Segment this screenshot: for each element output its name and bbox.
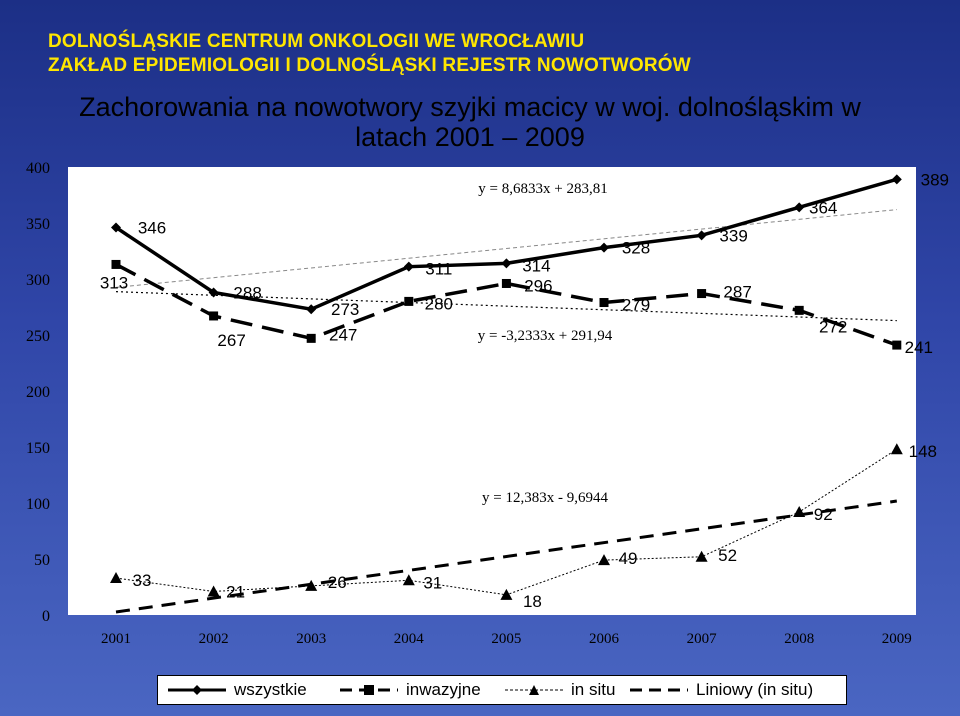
marker-in-situ: [890, 443, 903, 455]
data-label-in-situ: 52: [718, 546, 737, 565]
data-label-inwazyjne: 296: [524, 276, 552, 295]
marker-inwazyjne: [892, 340, 902, 350]
legend-swatch-linear-in-situ: [630, 688, 688, 692]
marker-wszystkie: [111, 222, 121, 233]
legend-label-wszystkie: wszystkie: [234, 680, 307, 699]
marker-inwazyjne: [501, 278, 511, 288]
data-label-wszystkie: 389: [921, 170, 949, 189]
trend-equation-inwazyjne: y = -3,2333x + 291,94: [478, 328, 613, 344]
legend-item-linear-in-situ: Liniowy (in situ): [628, 676, 813, 704]
marker-in-situ: [110, 572, 122, 584]
data-label-inwazyjne: 313: [100, 273, 128, 292]
marker-inwazyjne: [697, 289, 707, 299]
marker-inwazyjne: [306, 333, 316, 343]
marker-wszystkie: [599, 242, 609, 253]
data-label-wszystkie: 339: [719, 226, 747, 245]
legend-item-wszystkie: wszystkie: [166, 676, 307, 704]
plot-area: [68, 167, 916, 615]
y-tick-label: 200: [26, 384, 50, 401]
data-label-inwazyjne: 247: [329, 325, 357, 344]
y-tick-label: 300: [26, 272, 50, 289]
y-tick-label: 50: [34, 552, 50, 569]
x-tick-label: 2009: [882, 631, 912, 647]
marker-wszystkie: [891, 174, 902, 185]
data-label-wszystkie: 328: [622, 239, 650, 258]
data-label-in-situ: 26: [328, 573, 347, 592]
series-line-inwazyjne: [115, 262, 898, 347]
x-tick-label: 2005: [491, 631, 521, 647]
institution-name: DOLNOŚLĄSKIE CENTRUM ONKOLOGII WE WROCŁA…: [48, 31, 585, 52]
legend-swatch-inwazyjne: [340, 685, 398, 695]
x-tick-label: 2008: [784, 631, 814, 647]
legend-item-inwazyjne: inwazyjne: [338, 676, 481, 704]
legend-item-in-situ: in situ: [503, 676, 615, 704]
marker-in-situ: [207, 585, 220, 597]
marker-in-situ: [402, 574, 415, 586]
legend-label-in-situ: in situ: [571, 680, 616, 699]
data-label-in-situ: 21: [226, 582, 245, 601]
legend-label-inwazyjne: inwazyjne: [406, 680, 481, 699]
legend-label-linear-in-situ: Liniowy (in situ): [696, 680, 814, 699]
legend: wszystkie inwazyjne in situ Liniowy (in …: [157, 675, 847, 705]
y-tick-label: 350: [26, 216, 50, 233]
data-label-inwazyjne: 280: [425, 294, 453, 313]
data-label-in-situ: 49: [619, 549, 638, 568]
y-tick-label: 150: [26, 440, 50, 457]
y-tick-label: 0: [42, 608, 50, 625]
marker-inwazyjne: [111, 259, 121, 269]
marker-in-situ: [695, 550, 708, 562]
chart-title: Zachorowania na nowotwory szyjki macicy …: [79, 92, 861, 152]
y-tick-label: 250: [26, 328, 50, 345]
marker-wszystkie: [306, 304, 317, 315]
marker-inwazyjne: [404, 296, 414, 306]
marker-in-situ: [305, 579, 318, 591]
marker-in-situ: [793, 505, 806, 517]
marker-inwazyjne: [794, 305, 804, 315]
x-tick-label: 2002: [199, 631, 229, 647]
data-label-inwazyjne: 279: [622, 296, 650, 315]
trendline-wszystkie: [115, 209, 897, 288]
x-tick-label: 2006: [589, 631, 620, 647]
legend-swatch-in-situ: [505, 685, 563, 695]
x-tick-label: 2007: [687, 631, 718, 647]
data-label-in-situ: 148: [909, 442, 937, 461]
legend-swatch-wszystkie: [168, 685, 226, 695]
marker-wszystkie: [794, 202, 805, 213]
series-line-in-situ: [115, 448, 898, 596]
data-label-wszystkie: 346: [138, 218, 166, 237]
marker-inwazyjne: [209, 311, 219, 321]
data-label-in-situ: 31: [423, 573, 442, 592]
marker-wszystkie: [403, 261, 414, 272]
marker-wszystkie: [208, 287, 219, 298]
data-label-wszystkie: 273: [331, 300, 359, 319]
data-label-inwazyjne: 241: [905, 338, 933, 357]
y-tick-label: 100: [26, 496, 50, 513]
data-label-in-situ: 92: [814, 505, 833, 524]
marker-wszystkie: [501, 258, 512, 269]
department-name: ZAKŁAD EPIDEMIOLOGII I DOLNOŚLĄSKI REJES…: [48, 55, 691, 76]
data-label-inwazyjne: 287: [723, 283, 751, 302]
marker-in-situ: [500, 588, 513, 600]
data-label-inwazyjne: 272: [819, 317, 847, 336]
x-tick-label: 2001: [101, 631, 131, 647]
marker-inwazyjne: [599, 298, 609, 308]
data-label-in-situ: 33: [133, 571, 152, 590]
trend-equation-in-situ: y = 12,383x - 9,6944: [482, 490, 608, 506]
data-label-wszystkie: 364: [809, 198, 837, 217]
trend-equation-wszystkie: y = 8,6833x + 283,81: [478, 181, 607, 197]
data-label-wszystkie: 311: [425, 260, 452, 279]
data-label-wszystkie: 288: [233, 283, 261, 302]
trendline-in-situ: [115, 499, 898, 614]
x-tick-label: 2004: [394, 631, 425, 647]
marker-wszystkie: [696, 230, 707, 241]
marker-in-situ: [598, 554, 610, 566]
data-label-wszystkie: 314: [522, 256, 550, 275]
data-label-inwazyjne: 267: [217, 331, 245, 350]
y-tick-label: 400: [26, 160, 50, 177]
x-tick-label: 2003: [296, 631, 326, 647]
data-label-in-situ: 18: [523, 592, 542, 611]
